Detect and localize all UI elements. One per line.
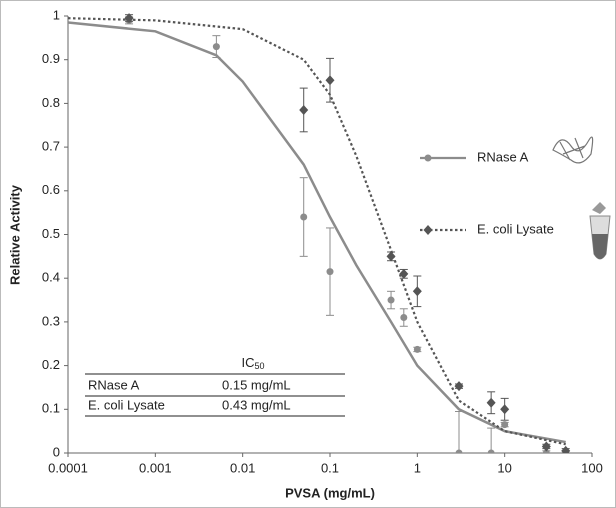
point [325, 75, 335, 86]
y-tick-label: 0.5 [42, 226, 60, 241]
point [299, 104, 309, 115]
table-cell: RNase A [88, 377, 140, 392]
legend-label: E. coli Lysate [477, 221, 554, 236]
x-tick-label: 0.0001 [48, 460, 88, 475]
point [413, 345, 421, 353]
point [455, 449, 463, 453]
point [486, 397, 496, 408]
point [399, 268, 409, 279]
table-header: IC50 [241, 355, 264, 371]
tube-icon [589, 202, 611, 260]
point [300, 213, 308, 221]
x-tick-label: 0.1 [321, 460, 339, 475]
ic50-table: IC50 RNase A 0.15 mg/mL E. coli Lysate 0… [85, 355, 345, 417]
legend-marker [424, 154, 432, 162]
y-tick-label: 0.2 [42, 357, 60, 372]
error-bar [455, 410, 464, 453]
point [541, 441, 551, 452]
y-tick-label: 0.4 [42, 270, 60, 285]
plot-area [68, 13, 571, 453]
protein-icon [552, 136, 594, 164]
fit-curve [68, 17, 566, 446]
x-tick-label: 10 [497, 460, 511, 475]
y-tick-label: 0.7 [42, 139, 60, 154]
point [501, 421, 509, 429]
point [386, 251, 396, 262]
point [487, 449, 495, 453]
point [387, 296, 395, 304]
point [561, 445, 571, 453]
y-tick-label: 0.8 [42, 95, 60, 110]
legend-marker [423, 225, 433, 235]
x-tick-label: 0.001 [139, 460, 172, 475]
error-bar [487, 427, 496, 453]
point [400, 314, 408, 322]
legend-label: RNase A [477, 149, 529, 164]
y-axis-title: Relative Activity [7, 184, 22, 285]
header-sub: 50 [254, 361, 264, 371]
point [326, 268, 334, 276]
y-tick-label: 0.6 [42, 182, 60, 197]
x-axis-title: PVSA (mg/mL) [285, 485, 375, 500]
x-tick-label: 1 [414, 460, 421, 475]
table-cell: E. coli Lysate [88, 397, 165, 412]
x-tick-label: 0.01 [230, 460, 255, 475]
header-text: IC [241, 355, 254, 370]
point [412, 286, 422, 297]
y-tick-label: 1 [53, 7, 60, 22]
y-tick-label: 0 [53, 444, 60, 459]
y-tick-label: 0.3 [42, 313, 60, 328]
y-tick-label: 0.1 [42, 401, 60, 416]
table-cell: 0.15 mg/mL [222, 377, 291, 392]
point [500, 404, 510, 415]
y-tick-label: 0.9 [42, 51, 60, 66]
point [454, 381, 464, 392]
point [124, 13, 134, 24]
point [212, 43, 220, 51]
x-tick-label: 100 [581, 460, 603, 475]
fit-curve [68, 21, 566, 444]
table-cell: 0.43 mg/mL [222, 397, 291, 412]
